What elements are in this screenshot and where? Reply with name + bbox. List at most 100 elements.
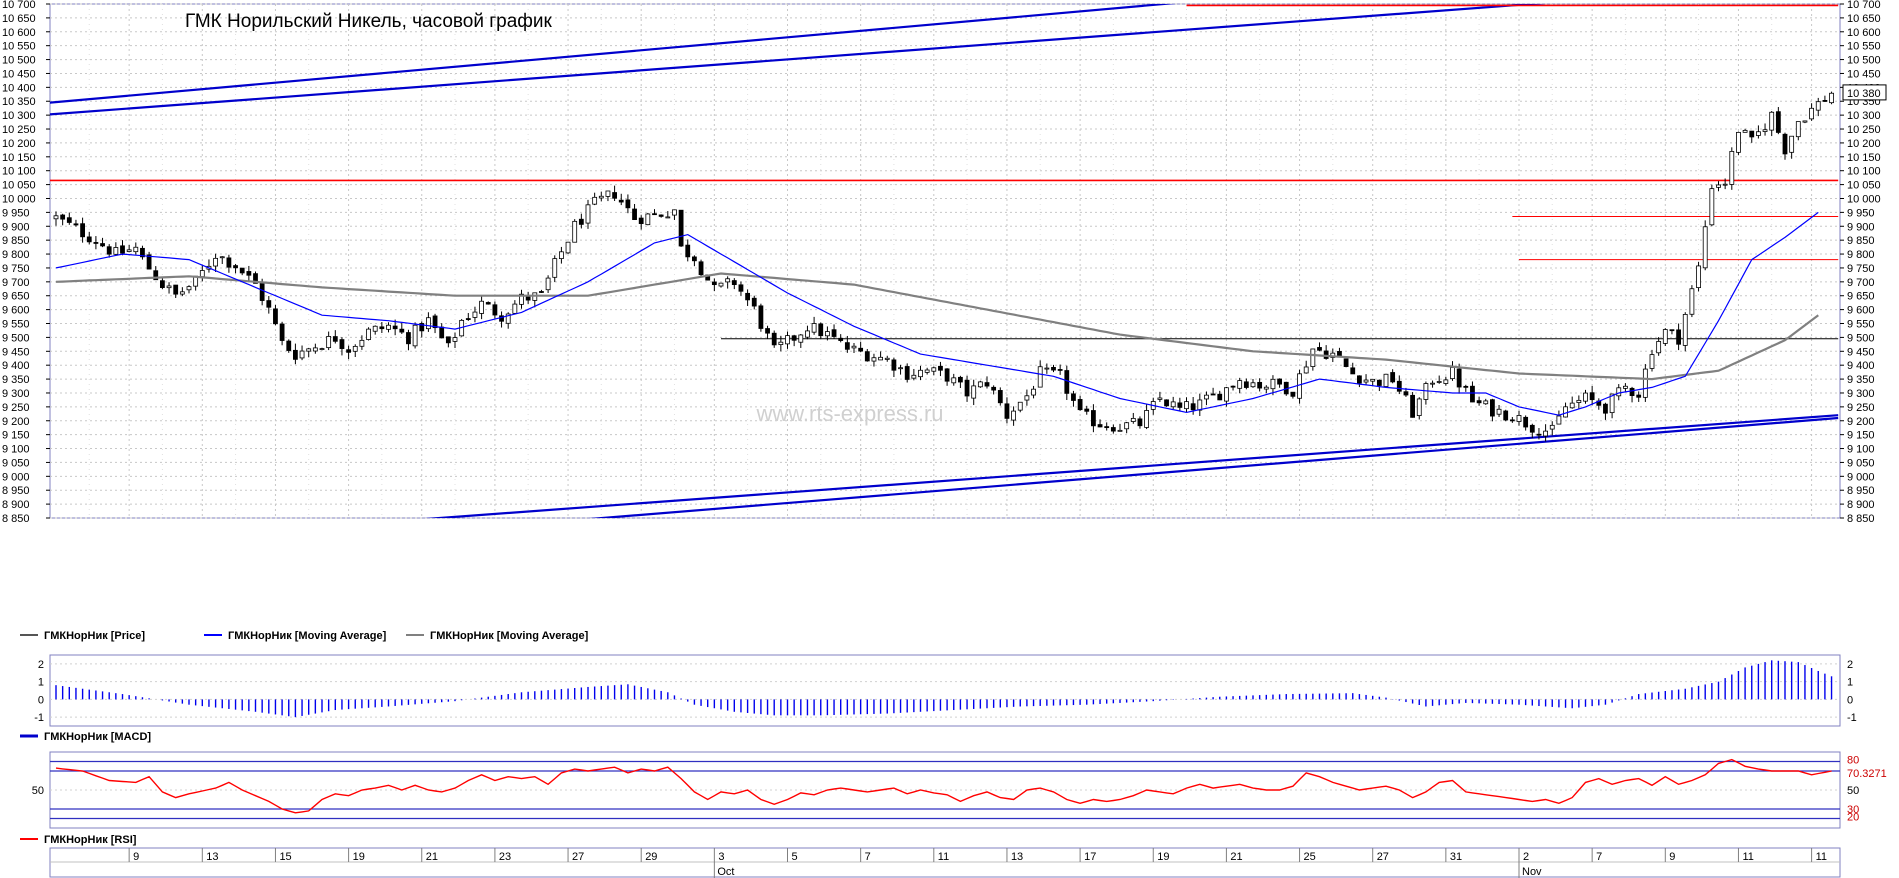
candle-body	[964, 379, 970, 397]
candle-body	[1416, 398, 1422, 416]
candle-body	[1051, 366, 1056, 371]
candle-body	[678, 209, 684, 247]
candle-body	[80, 223, 85, 238]
candle-body	[439, 326, 445, 339]
candle-body	[406, 332, 411, 345]
candle-body	[871, 357, 877, 362]
time-month-label: Oct	[717, 866, 734, 878]
y-tick-label-left: 10 200	[2, 138, 36, 150]
y-tick-label-right: 10 250	[1847, 124, 1881, 136]
y-tick-label-left: 10 100	[2, 166, 36, 178]
y-tick-label-left: 9 000	[2, 471, 30, 483]
rsi-line	[55, 758, 1832, 814]
candle-body	[798, 334, 804, 343]
candle-body	[1164, 399, 1169, 407]
candle-body	[86, 236, 92, 243]
y-tick-label-right: 10 050	[1847, 180, 1881, 192]
macd-y-tick-right: 2	[1847, 659, 1853, 671]
candle-body	[958, 376, 963, 383]
candle-body	[1722, 183, 1728, 186]
candle-body	[1210, 393, 1216, 396]
rsi-y-tick-right: 80	[1847, 755, 1859, 767]
time-day-label: 13	[206, 851, 218, 863]
last-price-box	[1842, 84, 1887, 101]
candle-body	[1270, 378, 1276, 390]
candle-body	[1696, 265, 1701, 289]
candle-body	[1476, 400, 1482, 404]
time-day-label: 13	[1011, 851, 1023, 863]
candle-body	[259, 282, 265, 301]
candle-body	[312, 347, 318, 352]
time-day-label: 7	[865, 851, 871, 863]
candle-body	[1802, 120, 1808, 123]
candle-body	[1297, 373, 1302, 399]
candle-body	[372, 325, 378, 332]
y-tick-label-left: 10 650	[2, 13, 36, 25]
candle-body	[1576, 399, 1582, 403]
candle-body	[938, 365, 943, 371]
y-tick-label-left: 9 100	[2, 444, 30, 456]
y-tick-label-right: 9 650	[1847, 291, 1875, 303]
candle-body	[359, 339, 365, 347]
y-tick-label-left: 9 850	[2, 235, 30, 247]
macd-y-tick-left: 0	[38, 694, 44, 706]
y-tick-label-right: 10 300	[1847, 110, 1881, 122]
candle-body	[419, 323, 425, 332]
candle-body	[864, 351, 870, 362]
candle-body	[811, 323, 817, 333]
y-tick-label-left: 10 400	[2, 82, 36, 94]
candle-body	[672, 209, 677, 216]
y-tick-label-right: 10 150	[1847, 152, 1881, 164]
y-tick-label-right: 9 750	[1847, 263, 1875, 275]
candle-body	[146, 254, 152, 270]
candle-body	[1017, 401, 1023, 411]
time-day-label: 9	[1669, 851, 1675, 863]
moving-average-long-line	[55, 272, 1819, 381]
rsi-y-tick-right: 30	[1847, 804, 1859, 816]
candle-body	[692, 256, 697, 262]
candle-body	[1742, 129, 1748, 133]
y-tick-label-right: 9 950	[1847, 207, 1875, 219]
rsi-y-tick-right: 50	[1847, 785, 1859, 797]
candle-body	[1549, 424, 1555, 430]
y-tick-label-left: 8 850	[2, 513, 30, 525]
candle-body	[1343, 358, 1349, 367]
candle-body	[1689, 288, 1695, 315]
y-tick-label-right: 8 850	[1847, 513, 1875, 525]
candle-body	[578, 218, 584, 225]
y-tick-label-left: 10 500	[2, 55, 36, 67]
candle-body	[292, 349, 298, 360]
candle-body	[366, 328, 371, 340]
candle-body	[1137, 418, 1143, 427]
candle-body	[1037, 366, 1043, 388]
candle-body	[505, 313, 511, 324]
y-tick-label-left: 9 150	[2, 430, 30, 442]
candle-body	[1456, 368, 1462, 388]
candle-body	[1110, 427, 1116, 432]
price-panel: 10 700 10 700 10 650 10 650 10 600 10 600 10 5…	[2, 0, 1887, 642]
candle-body	[253, 273, 258, 284]
candle-body	[1503, 410, 1509, 421]
candle-body	[898, 367, 903, 370]
candle-body	[1490, 399, 1495, 417]
trendline	[424, 414, 1839, 518]
y-tick-label-right: 10 700	[1847, 0, 1881, 11]
time-day-label: 29	[645, 851, 657, 863]
candle-body	[1396, 380, 1402, 392]
candle-body	[445, 336, 451, 344]
time-day-label: 31	[1450, 851, 1462, 863]
candle-body	[113, 247, 119, 255]
candle-body	[698, 261, 704, 276]
time-axis: 9 13 15 19 21 23 27 29 3 5 7 11 13 17 19 21 25 27 31 2 7 9 11 1…	[49, 847, 1841, 878]
y-tick-label-right: 10 100	[1847, 166, 1881, 178]
candle-body	[1217, 393, 1223, 401]
candle-body	[1004, 403, 1010, 419]
macd-histogram	[55, 660, 1833, 718]
candle-body	[585, 204, 591, 224]
time-day-label: 3	[718, 851, 724, 863]
candle-body	[805, 330, 810, 338]
candle-body	[1470, 385, 1475, 403]
time-day-label: 21	[1230, 851, 1242, 863]
y-tick-label-right: 9 150	[1847, 430, 1875, 442]
y-tick-label-left: 10 150	[2, 152, 36, 164]
